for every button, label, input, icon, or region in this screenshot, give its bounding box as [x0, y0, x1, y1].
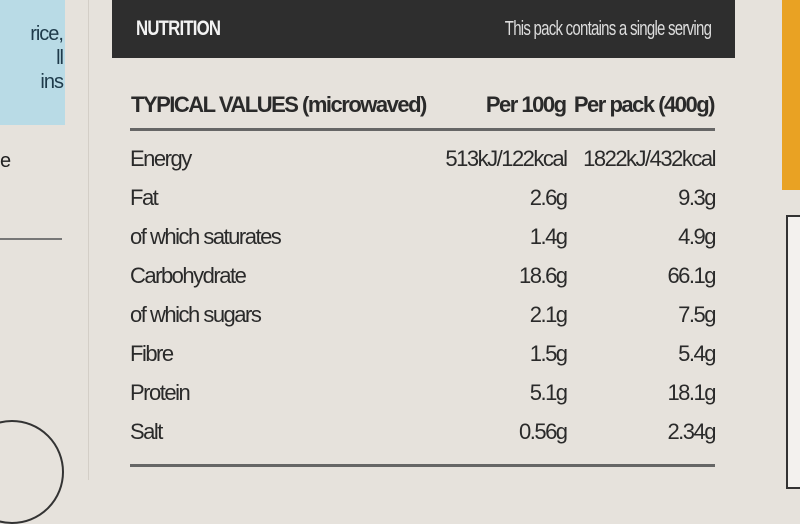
- serving-note: This pack contains a single serving: [504, 17, 712, 40]
- table-row: Fat 2.6g 9.3g: [130, 178, 717, 217]
- panel-text: ll: [56, 47, 64, 69]
- nutrient-name: Fat: [130, 184, 159, 210]
- orange-strip: [782, 0, 800, 190]
- circle-graphic: [0, 420, 64, 524]
- table-row: Salt 0.56g 2.34g: [130, 412, 717, 451]
- table-row: Protein 5.1g 18.1g: [130, 373, 717, 412]
- column-header: Per pack (400g): [566, 82, 716, 131]
- per-100g-value: 513kJ/122kcal: [445, 145, 568, 171]
- per-100g-value: 2.6g: [529, 184, 568, 210]
- nutrition-title: NUTRITION: [136, 17, 221, 40]
- nutrient-name: Protein: [130, 379, 191, 405]
- per-100g-value: 1.5g: [529, 340, 568, 366]
- per-100g-value: 2.1g: [529, 301, 568, 327]
- table-row: Energy 513kJ/122kcal 1822kJ/432kcal: [130, 130, 717, 179]
- table-row: Carbohydrate 18.6g 66.1g: [130, 256, 717, 295]
- table-row: of which sugars 2.1g 7.5g: [130, 295, 717, 334]
- per-pack-value: 1822kJ/432kcal: [583, 145, 716, 171]
- per-100g-value: 0.56g: [518, 418, 568, 444]
- per-pack-value: 7.5g: [678, 301, 716, 327]
- table-header-row: TYPICAL VALUES (microwaved) Per 100g Per…: [130, 82, 716, 131]
- table-bottom-rule: [130, 464, 715, 467]
- per-pack-value: 4.9g: [678, 223, 716, 249]
- blue-info-panel: rice, ll ins: [0, 0, 65, 125]
- panel-text: ins: [40, 71, 64, 93]
- fold-line: [88, 0, 89, 480]
- per-pack-value: 66.1g: [667, 262, 716, 288]
- left-text-fragment: e: [0, 150, 12, 172]
- per-100g-value: 5.1g: [529, 379, 568, 405]
- table-row: of which saturates 1.4g 4.9g: [130, 217, 717, 256]
- per-pack-value: 18.1g: [667, 379, 716, 405]
- nutrition-header: NUTRITION This pack contains a single se…: [112, 0, 735, 58]
- per-pack-value: 5.4g: [678, 340, 716, 366]
- divider: [0, 238, 62, 240]
- panel-text: rice,: [30, 23, 64, 45]
- nutrition-table: TYPICAL VALUES (microwaved) Per 100g Per…: [130, 82, 717, 451]
- nutrient-name: Carbohydrate: [130, 262, 247, 288]
- nutrient-name: of which sugars: [130, 301, 262, 327]
- nutrient-name: Energy: [130, 145, 192, 171]
- per-100g-value: 18.6g: [518, 262, 568, 288]
- table-row: Fibre 1.5g 5.4g: [130, 334, 717, 373]
- right-box: [786, 215, 800, 489]
- nutrient-name: of which saturates: [130, 223, 282, 249]
- column-header: Per 100g: [440, 82, 567, 131]
- per-pack-value: 2.34g: [667, 418, 716, 444]
- nutrient-name: Salt: [130, 418, 163, 444]
- per-pack-value: 9.3g: [678, 184, 716, 210]
- per-100g-value: 1.4g: [529, 223, 568, 249]
- column-header: TYPICAL VALUES (microwaved): [130, 82, 441, 131]
- nutrient-name: Fibre: [130, 340, 174, 366]
